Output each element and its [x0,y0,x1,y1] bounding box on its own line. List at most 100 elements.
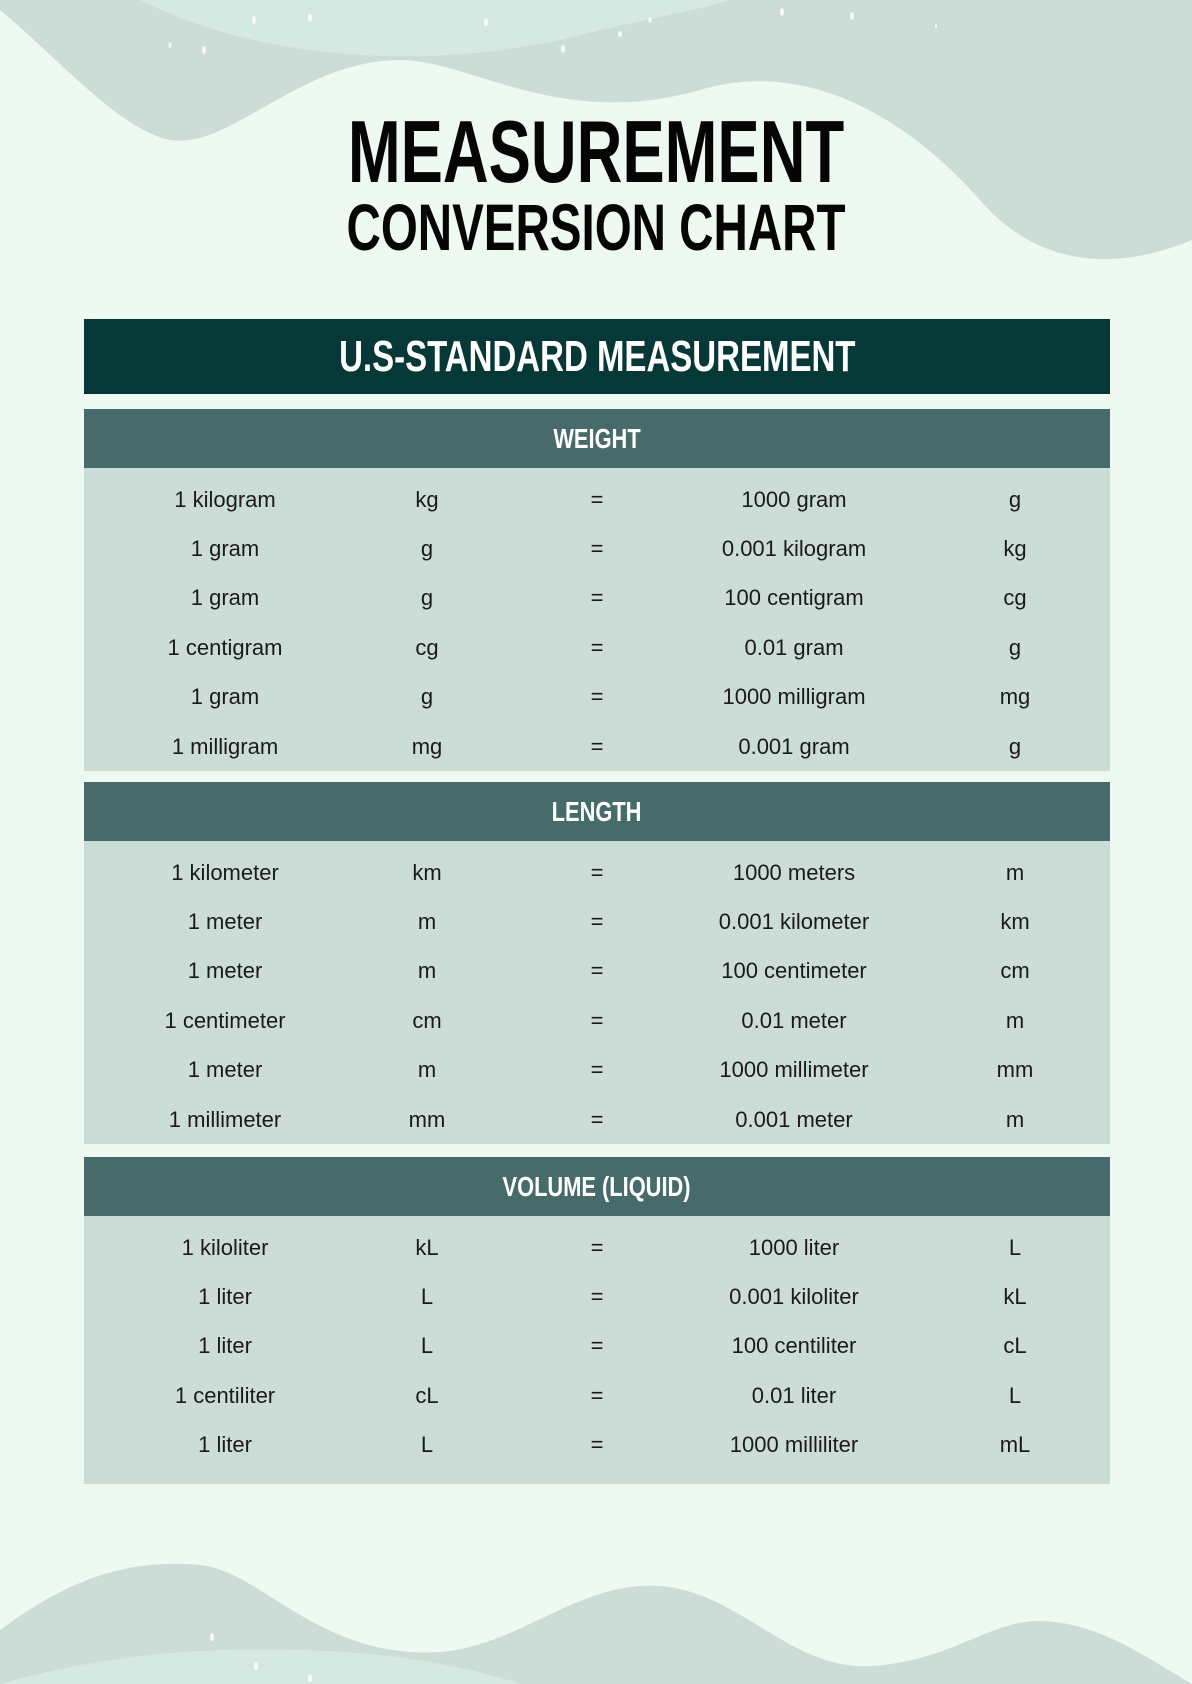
table-row: 1 meter m = 1000 millimeter mm [84,1046,1110,1095]
cell: cL [415,1382,439,1408]
cell: 1 meter [187,958,263,984]
cell: cm [1000,958,1030,984]
main-header: U.S-STANDARD MEASUREMENT [84,319,1110,394]
cell: 1 meter [187,1057,263,1083]
section-header: LENGTH [84,782,1110,841]
main-header-label: U.S-STANDARD MEASUREMENT [338,331,856,381]
cell: 1 gram [190,585,260,611]
table-row: 1 kilogram kg = 1000 gram g [84,475,1110,524]
section-title: LENGTH [552,795,642,827]
cell: L [420,1432,434,1458]
cell: 0.001 kiloliter [729,1284,859,1310]
table-row: 1 milligram mg = 0.001 gram g [84,722,1110,771]
cell: 1000 liter [748,1234,840,1260]
cell: m [417,958,437,984]
section-title: WEIGHT [553,422,641,454]
cell: 1 kilogram [174,486,276,512]
cell: 1 kiloliter [181,1234,269,1260]
cell: 1 centimeter [164,1007,286,1033]
cell: mm [408,1106,446,1132]
cell: 1 gram [190,536,260,562]
title-line-1: MEASUREMENT [347,102,845,201]
section-header: WEIGHT [84,409,1110,468]
cell: = [590,486,604,512]
cell: 100 centimeter [721,958,867,984]
cell: 0.01 gram [744,634,844,660]
table-row: 1 kilometer km = 1000 meters m [84,848,1110,897]
cell: g [420,585,434,611]
cell: L [1008,1234,1022,1260]
cell: 1000 milligram [722,684,866,710]
cell: cL [1003,1333,1027,1359]
section-volume-liquid: VOLUME (LIQUID) 1 kiloliter kL = 1000 liter L… [84,1157,1110,1484]
cell: = [590,585,604,611]
table-row: 1 meter m = 0.001 kilometer km [84,897,1110,946]
cell: = [590,1333,604,1359]
table-row: 1 millimeter mm = 0.001 meter m [84,1095,1110,1144]
cell: L [420,1284,434,1310]
cell: m [417,1057,437,1083]
cell: cg [415,634,439,660]
cell: kg [1003,536,1027,562]
cell: 1000 milliliter [729,1432,859,1458]
cell: 100 centigram [724,585,864,611]
cell: m [1005,859,1025,885]
table-row: 1 gram g = 1000 milligram mg [84,673,1110,722]
cell: 100 centiliter [731,1333,857,1359]
cell: 1 centiliter [174,1382,276,1408]
cell: km [1000,909,1030,935]
cell: 0.001 kilogram [721,536,867,562]
title-line-2: CONVERSION CHART [346,190,846,264]
cell: kg [415,486,439,512]
cell: 1 gram [190,684,260,710]
cell: 1000 millimeter [719,1057,869,1083]
cell: 1 liter [198,1432,252,1458]
section-length: LENGTH 1 kilometer km = 1000 meters m 1 meter m… [84,782,1110,1145]
cell: kL [415,1234,439,1260]
section-weight: WEIGHT 1 kilogram kg = 1000 gram g 1 gram g = 0.0… [84,409,1110,772]
cell: g [1008,634,1022,660]
table-row: 1 liter L = 100 centiliter cL [84,1322,1110,1371]
cell: = [590,859,604,885]
cell: = [590,1007,604,1033]
cell: km [412,859,442,885]
cell: = [590,1106,604,1132]
table-row: 1 kiloliter kL = 1000 liter L [84,1223,1110,1272]
cell: = [590,733,604,759]
cell: = [590,1432,604,1458]
table-row: 1 liter L = 0.001 kiloliter kL [84,1272,1110,1321]
cell: = [590,1057,604,1083]
cell: = [590,1284,604,1310]
cell: 1000 meters [732,859,856,885]
cell: g [1008,486,1022,512]
cell: g [420,684,434,710]
cell: L [1008,1382,1022,1408]
cell: 1 centigram [167,634,283,660]
cell: = [590,909,604,935]
cell: = [590,684,604,710]
cell: 0.001 gram [738,733,850,759]
cell: mL [999,1432,1031,1458]
cell: 1 liter [198,1333,252,1359]
cell: = [590,634,604,660]
cell: g [1008,733,1022,759]
table-row: 1 centimeter cm = 0.01 meter m [84,996,1110,1045]
cell: 1 liter [198,1284,252,1310]
cell: 1 milligram [171,733,279,759]
cell: kL [1003,1284,1027,1310]
cell: mm [996,1057,1034,1083]
cell: cg [1003,585,1027,611]
section-header: VOLUME (LIQUID) [84,1157,1110,1216]
cell: = [590,1382,604,1408]
cell: = [590,536,604,562]
cell: = [590,958,604,984]
cell: cm [412,1007,442,1033]
table-row: 1 centigram cg = 0.01 gram g [84,623,1110,672]
cell: 0.001 kilometer [718,909,870,935]
cell: 0.001 meter [735,1106,853,1132]
cell: 1 millimeter [168,1106,282,1132]
cell: 0.01 liter [751,1382,837,1408]
table-row: 1 gram g = 0.001 kilogram kg [84,524,1110,573]
table-row: 1 meter m = 100 centimeter cm [84,947,1110,996]
